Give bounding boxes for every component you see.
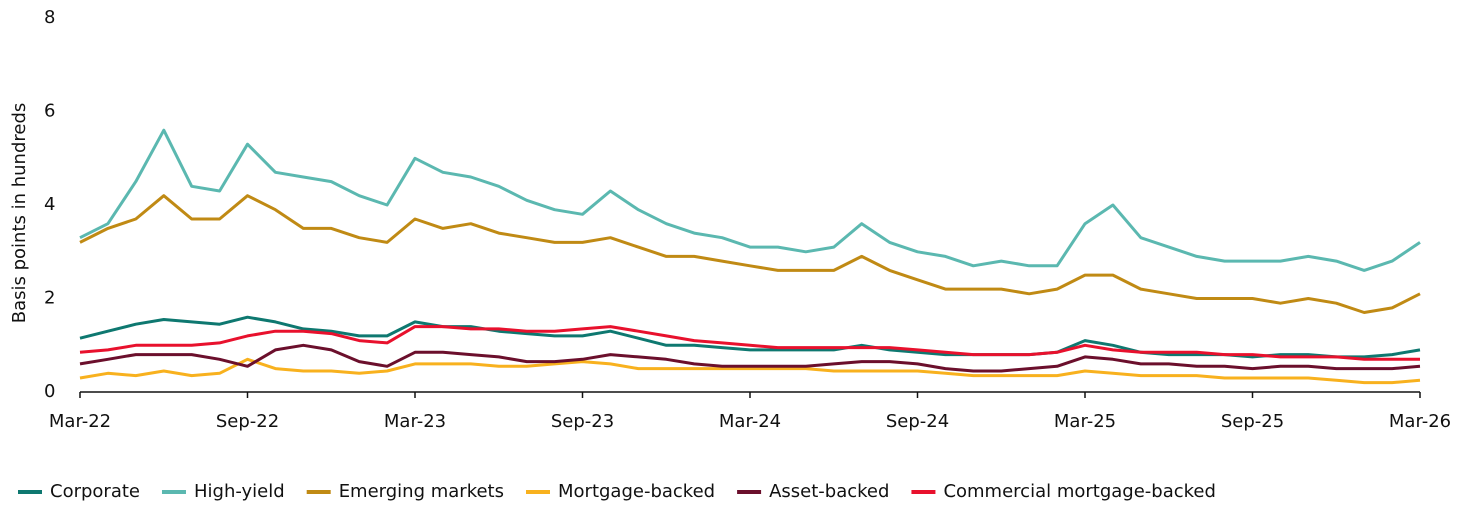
y-tick-label: 2	[44, 288, 55, 309]
legend-label: Commercial mortgage-backed	[943, 481, 1215, 502]
series-line	[79, 357, 1421, 385]
series-line	[79, 325, 1420, 361]
x-tick-label: Sep-25	[1221, 411, 1284, 432]
x-tick-label: Mar-24	[719, 411, 781, 432]
series-line	[79, 194, 1421, 314]
x-tick-label: Mar-26	[1389, 411, 1451, 432]
legend-label: Emerging markets	[339, 481, 504, 502]
x-tick-label: Mar-22	[49, 411, 111, 432]
x-tick-label: Sep-22	[216, 411, 279, 432]
y-tick-label: 6	[44, 101, 55, 122]
y-tick-label: 8	[44, 7, 55, 28]
x-tick-label: Mar-23	[384, 411, 446, 432]
y-tick-label: 4	[44, 194, 55, 215]
series-line	[79, 315, 1421, 359]
x-tick-label: Sep-24	[886, 411, 949, 432]
legend-label: Asset-backed	[769, 481, 889, 502]
y-tick-label: 0	[44, 381, 55, 402]
legend-label: High-yield	[194, 481, 285, 502]
legend-label: Mortgage-backed	[558, 481, 715, 502]
series-line	[79, 128, 1421, 272]
y-axis-label: Basis points in hundreds	[9, 103, 30, 324]
x-tick-label: Sep-23	[551, 411, 614, 432]
series-line	[79, 343, 1421, 373]
x-tick-label: Mar-25	[1054, 411, 1116, 432]
legend-label: Corporate	[50, 481, 140, 502]
